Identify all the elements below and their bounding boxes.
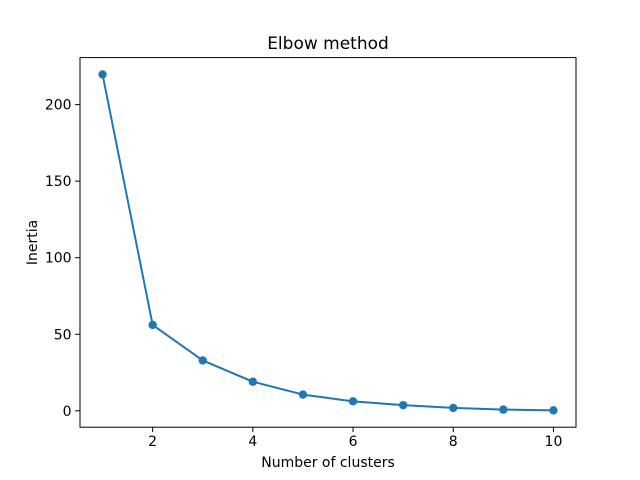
chart-title: Elbow method [267, 34, 389, 54]
data-point [248, 377, 258, 386]
data-point [98, 70, 107, 79]
x-axis-ticks: 2 4 6 8 10 [148, 427, 562, 450]
data-line [101, 73, 555, 412]
data-series [98, 70, 558, 415]
plot-area [80, 57, 576, 428]
data-point [348, 397, 358, 406]
data-point [298, 390, 308, 399]
data-point [549, 406, 558, 415]
y-tick-label: 100 [45, 251, 72, 267]
y-axis-label: Inertia [25, 220, 41, 265]
x-tick-label: 4 [248, 434, 257, 450]
data-point [198, 356, 207, 365]
y-tick-label: 50 [54, 327, 72, 343]
x-axis-label: Number of clusters [261, 455, 395, 471]
data-point [499, 405, 508, 414]
data-point [148, 320, 157, 330]
y-tick-label: 150 [45, 174, 72, 190]
x-tick-label: 2 [148, 434, 157, 450]
axes-border [79, 57, 577, 428]
x-tick-label: 6 [349, 434, 358, 450]
data-point [398, 400, 408, 410]
x-tick-label: 8 [449, 434, 458, 450]
y-tick-label: 0 [63, 404, 72, 420]
x-tick-label: 10 [545, 434, 563, 450]
data-point [449, 403, 458, 413]
y-tick-label: 200 [45, 98, 72, 114]
y-axis-ticks: 0 50 100 150 200 [45, 98, 80, 420]
